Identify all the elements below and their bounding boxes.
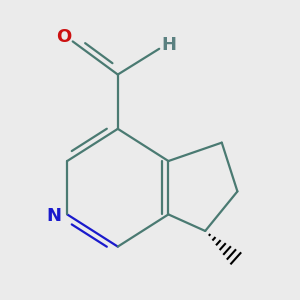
Text: N: N	[47, 207, 62, 225]
Text: O: O	[56, 28, 71, 46]
Text: H: H	[161, 36, 176, 54]
